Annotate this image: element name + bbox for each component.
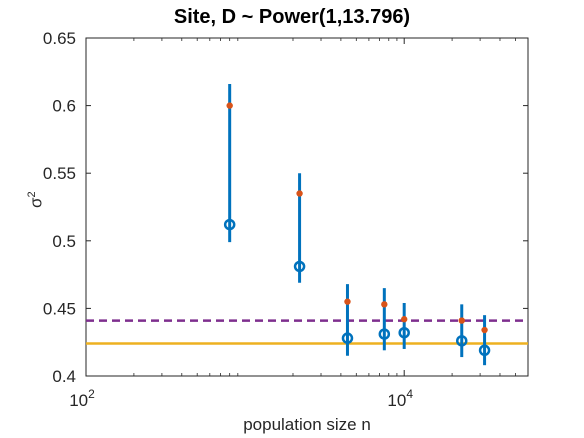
y-tick-label: 0.5 bbox=[52, 232, 76, 251]
data-point-open-circle bbox=[223, 218, 236, 231]
data-point-open-circle bbox=[378, 328, 391, 340]
y-tick-label: 0.6 bbox=[52, 97, 76, 116]
data-point-filled-dot bbox=[344, 298, 351, 305]
data-point-filled-dot bbox=[381, 301, 388, 308]
y-axis-label-symbol: σ bbox=[26, 197, 46, 209]
data-point-filled-dot bbox=[481, 326, 488, 334]
data-point-open-circle bbox=[293, 260, 306, 273]
data-point-filled-dot bbox=[400, 316, 408, 323]
x-axis-label: population size n bbox=[243, 415, 371, 434]
y-tick-label: 0.4 bbox=[52, 367, 76, 386]
data-point-open-circle bbox=[478, 344, 491, 357]
x-tick-label: 104 bbox=[387, 387, 413, 410]
y-tick-label: 0.45 bbox=[43, 299, 76, 318]
y-axis-label-superscript: 2 bbox=[26, 191, 38, 198]
y-tick-label: 0.65 bbox=[43, 29, 76, 48]
y-axis-label: σ2 bbox=[26, 191, 47, 208]
data-point-open-circle bbox=[398, 326, 410, 339]
data-point-filled-dot bbox=[226, 102, 233, 109]
data-point-open-circle bbox=[455, 335, 468, 347]
x-tick-label: 102 bbox=[69, 387, 95, 410]
y-tick-label: 0.55 bbox=[43, 164, 76, 183]
plot-area-frame bbox=[85, 37, 529, 377]
data-point-filled-dot bbox=[296, 190, 303, 197]
data-point-filled-dot bbox=[458, 317, 465, 324]
data-point-open-circle bbox=[341, 332, 354, 344]
chart-title: Site, D ~ Power(1,13.796) bbox=[173, 6, 411, 28]
